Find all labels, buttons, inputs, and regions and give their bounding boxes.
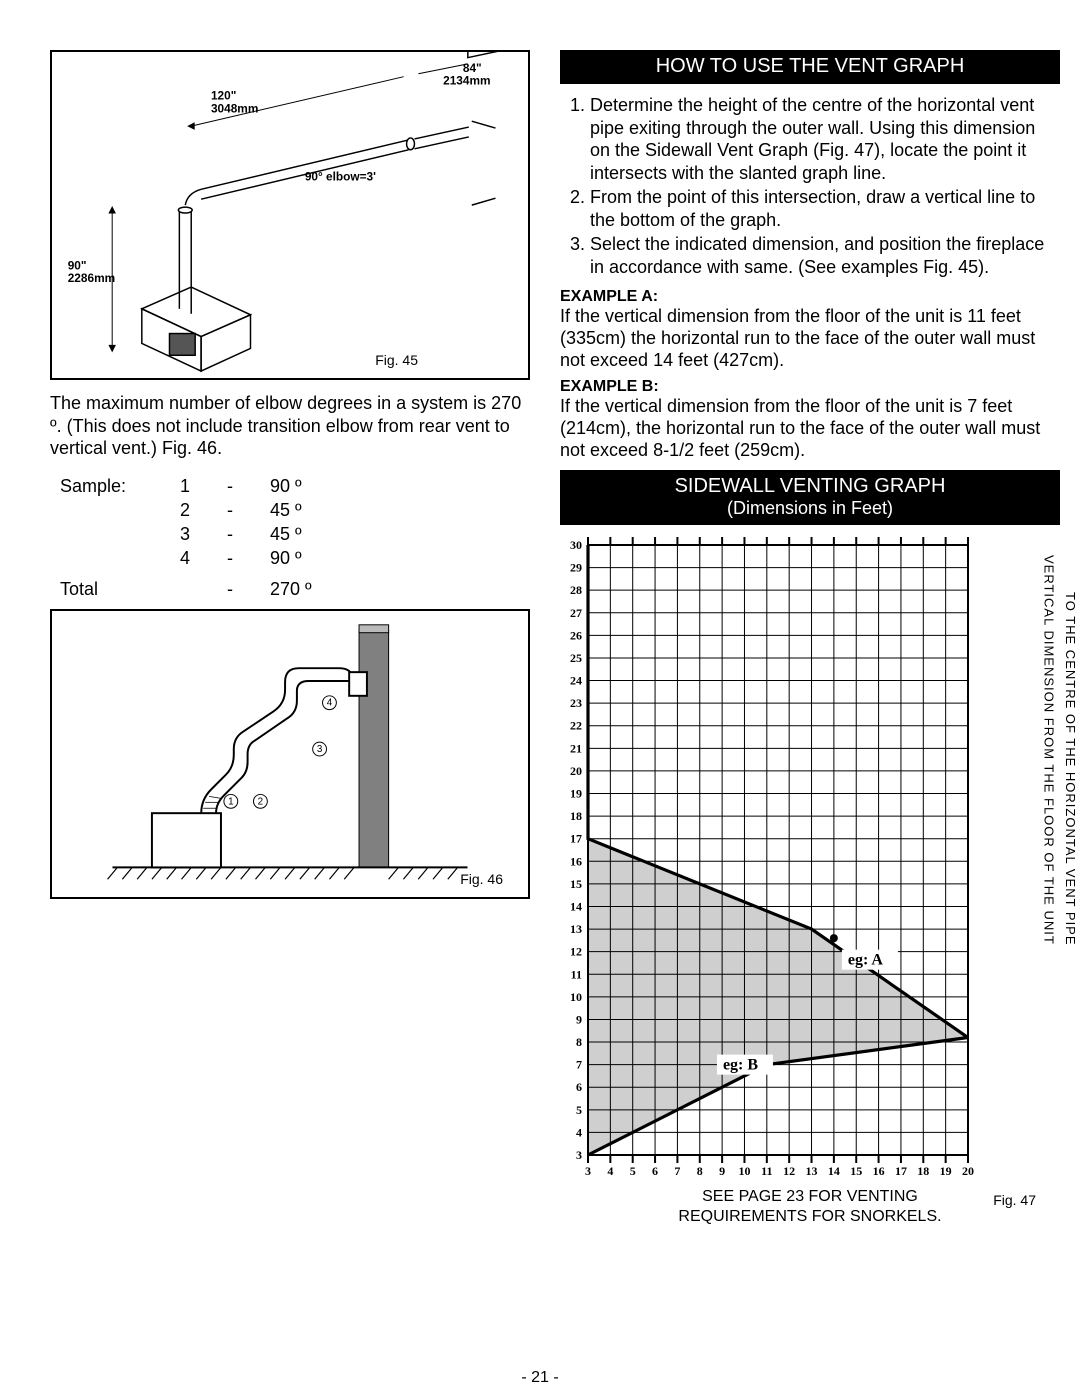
elbow-paragraph: The maximum number of elbow degrees in a… — [50, 392, 530, 460]
dim-top: 84"2134mm — [443, 61, 490, 88]
svg-text:5: 5 — [576, 1103, 582, 1117]
svg-text:1: 1 — [228, 796, 233, 807]
example-b-body: If the vertical dimension from the floor… — [560, 396, 1060, 462]
svg-text:18: 18 — [917, 1164, 929, 1178]
svg-text:10: 10 — [738, 1164, 750, 1178]
instruction-list: Determine the height of the centre of th… — [560, 94, 1060, 278]
svg-text:26: 26 — [570, 629, 582, 643]
svg-text:15: 15 — [850, 1164, 862, 1178]
svg-text:20: 20 — [962, 1164, 974, 1178]
svg-text:6: 6 — [576, 1081, 582, 1095]
right-column: HOW TO USE THE VENT GRAPH Determine the … — [560, 50, 1060, 1397]
svg-text:2: 2 — [258, 796, 263, 807]
svg-text:3: 3 — [576, 1148, 582, 1162]
figure-45: 90"2286mm 120"3048mm 84"2134mm 90° elbow… — [50, 50, 530, 380]
svg-text:17: 17 — [570, 832, 582, 846]
svg-text:13: 13 — [806, 1164, 818, 1178]
svg-text:28: 28 — [570, 583, 582, 597]
svg-text:14: 14 — [570, 900, 582, 914]
page-number: - 21 - — [521, 1369, 558, 1387]
svg-text:4: 4 — [607, 1164, 613, 1178]
svg-text:21: 21 — [570, 742, 582, 756]
svg-text:15: 15 — [570, 877, 582, 891]
dim-horizontal: 120"3048mm — [211, 88, 258, 115]
svg-text:29: 29 — [570, 561, 582, 575]
example-a-heading: Example A: — [560, 288, 1060, 306]
svg-text:25: 25 — [570, 651, 582, 665]
y-axis-label: VERTICAL DIMENSION FROM THE FLOOR OF THE… — [1041, 555, 1078, 948]
svg-text:19: 19 — [940, 1164, 952, 1178]
chart-footer: SEE PAGE 23 FOR VENTING REQUIREMENTS FOR… — [560, 1187, 1060, 1225]
fig45-caption: Fig. 45 — [375, 352, 418, 368]
svg-text:27: 27 — [570, 606, 582, 620]
dim-vertical: 90"2286mm — [68, 258, 115, 285]
svg-text:24: 24 — [570, 674, 582, 688]
step-3: Select the indicated dimension, and posi… — [590, 233, 1060, 278]
header-how-to-use: HOW TO USE THE VENT GRAPH — [560, 50, 1060, 84]
svg-text:11: 11 — [571, 968, 582, 982]
svg-text:4: 4 — [576, 1126, 582, 1140]
svg-text:9: 9 — [719, 1164, 725, 1178]
elbow-note: 90° elbow=3' — [305, 169, 376, 183]
svg-text:eg: B: eg: B — [723, 1057, 758, 1074]
svg-text:6: 6 — [652, 1164, 658, 1178]
svg-text:18: 18 — [570, 809, 582, 823]
svg-text:eg: A: eg: A — [848, 952, 884, 969]
svg-text:3: 3 — [585, 1164, 591, 1178]
svg-text:19: 19 — [570, 787, 582, 801]
svg-text:14: 14 — [828, 1164, 840, 1178]
svg-text:5: 5 — [630, 1164, 636, 1178]
example-a-body: If the vertical dimension from the floor… — [560, 306, 1060, 372]
sample-row: Sample: 1 - 90 º — [60, 474, 530, 498]
svg-text:16: 16 — [570, 855, 582, 869]
left-column: 90"2286mm 120"3048mm 84"2134mm 90° elbow… — [50, 50, 530, 1397]
svg-text:11: 11 — [761, 1164, 772, 1178]
vent-graph: 3 4 5 6 7 8 9 10 11 12 13 14 15 16 17 18 19 20 21 22 23 24 25 2… — [560, 535, 1060, 1225]
svg-text:13: 13 — [570, 922, 582, 936]
svg-text:7: 7 — [674, 1164, 680, 1178]
svg-text:12: 12 — [783, 1164, 795, 1178]
svg-text:10: 10 — [570, 990, 582, 1004]
svg-text:7: 7 — [576, 1058, 582, 1072]
fig47-caption: Fig. 47 — [993, 1192, 1036, 1208]
svg-text:22: 22 — [570, 719, 582, 733]
svg-text:23: 23 — [570, 696, 582, 710]
svg-text:4: 4 — [327, 698, 333, 709]
fig46-diagram: 1 2 3 4 — [52, 611, 528, 897]
fig45-diagram: 90"2286mm 120"3048mm 84"2134mm 90° elbow… — [52, 52, 528, 378]
sample-table: Sample: 1 - 90 º 2-45 º 3-45 º 4-90 º To… — [60, 474, 530, 601]
header-sidewall-graph: SIDEWALL VENTING GRAPH (Dimensions in Fe… — [560, 470, 1060, 526]
sample-label: Sample: — [60, 474, 160, 498]
step-2: From the point of this intersection, dra… — [590, 186, 1060, 231]
example-b-heading: Example B: — [560, 378, 1060, 396]
svg-text:16: 16 — [873, 1164, 885, 1178]
step-1: Determine the height of the centre of th… — [590, 94, 1060, 184]
svg-text:12: 12 — [570, 945, 582, 959]
svg-text:8: 8 — [697, 1164, 703, 1178]
vent-graph-svg: 3 4 5 6 7 8 9 10 11 12 13 14 15 16 17 18 19 20 21 22 23 24 25 2… — [560, 535, 1028, 1183]
svg-text:17: 17 — [895, 1164, 907, 1178]
svg-text:3: 3 — [317, 744, 323, 755]
svg-text:8: 8 — [576, 1035, 582, 1049]
svg-text:9: 9 — [576, 1013, 582, 1027]
svg-text:30: 30 — [570, 538, 582, 552]
svg-text:20: 20 — [570, 764, 582, 778]
fig46-caption: Fig. 46 — [460, 871, 503, 887]
figure-46: 1 2 3 4 Fig. 46 — [50, 609, 530, 899]
